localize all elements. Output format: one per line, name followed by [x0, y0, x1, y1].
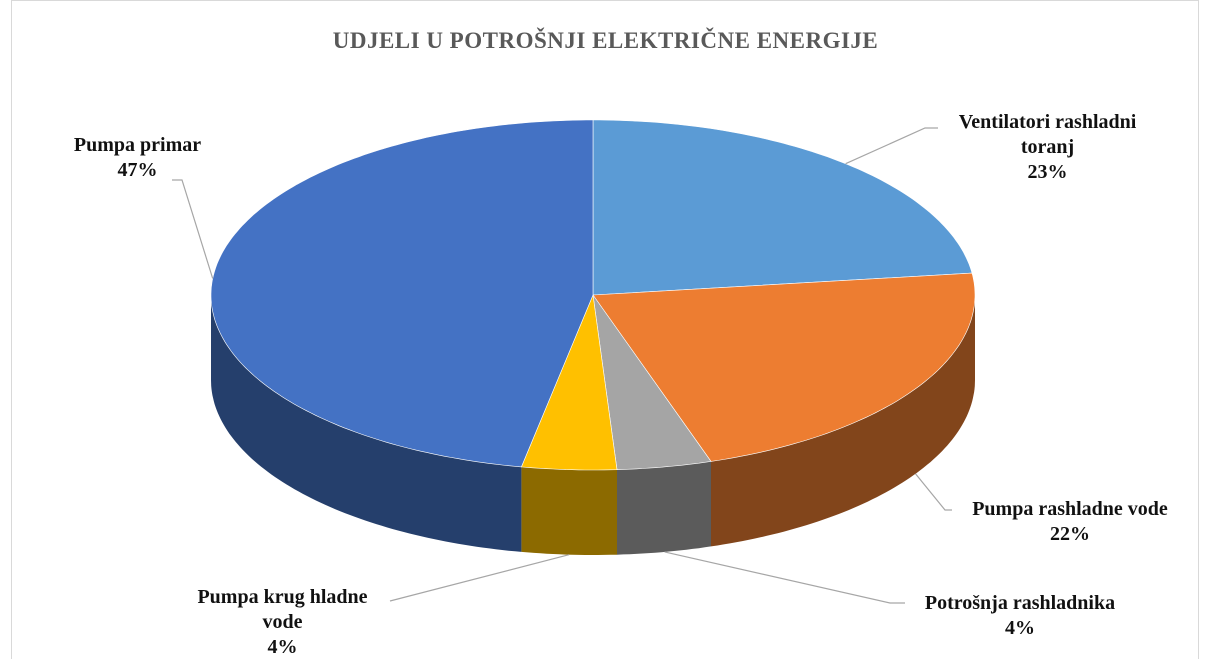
slice-side	[211, 295, 522, 552]
value-label: 22%	[1050, 523, 1090, 545]
leader-line	[389, 554, 570, 602]
slice-side	[617, 461, 711, 555]
leader-line	[845, 127, 938, 165]
category-label: Ventilatori rashladni toranj	[958, 111, 1137, 158]
slice	[520, 293, 618, 471]
value-label: 47%	[117, 159, 158, 181]
chart-title: UDJELI U POTROŠNJI ELEKTRIČNE ENERGIJE	[332, 28, 879, 53]
value-label: 4%	[267, 636, 298, 658]
category-label: Pumpa krug hladne vode	[197, 586, 368, 633]
slice-side	[521, 466, 617, 555]
slice	[592, 119, 973, 296]
chart-frame	[11, 0, 1199, 659]
slice	[592, 294, 712, 471]
data-label: Potrošnja rashladnika 4%	[905, 591, 1135, 641]
data-label: Pumpa primar 47%	[55, 133, 220, 183]
value-label: 4%	[1005, 617, 1035, 639]
leader-line	[915, 473, 952, 511]
slice-side	[711, 295, 975, 547]
category-label: Pumpa primar	[73, 134, 202, 156]
value-label: 23%	[1027, 161, 1068, 183]
leader-line	[172, 179, 214, 279]
data-label: Ventilatori rashladni toranj 23%	[935, 110, 1160, 185]
category-label: Potrošnja rashladnika	[924, 592, 1116, 614]
category-label: Pumpa rashladne vode	[972, 498, 1168, 520]
leader-line	[664, 551, 905, 604]
slice	[592, 272, 976, 462]
data-label: Pumpa krug hladne vode 4%	[175, 585, 390, 659]
data-label: Pumpa rashladne vode 22%	[955, 497, 1185, 547]
